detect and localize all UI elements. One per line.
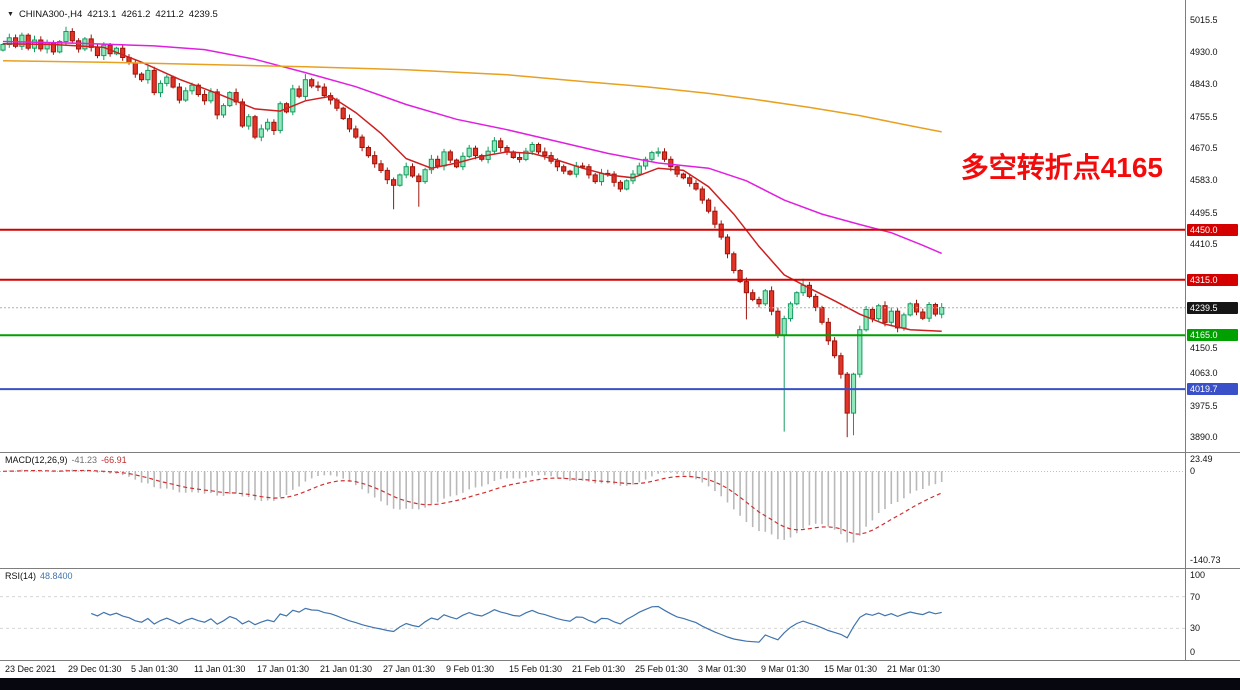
price-axis-label: 4063.0 bbox=[1190, 368, 1218, 378]
rsi-label: RSI(14) bbox=[5, 571, 37, 581]
macd-axis-label: 23.49 bbox=[1190, 454, 1213, 464]
time-axis: 23 Dec 2021 29 Dec 01:30 5 Jan 01:30 11 Jan… bbox=[0, 661, 1240, 678]
macd-header: MACD(12,26,9) -41.23 -66.91 bbox=[5, 455, 131, 465]
ma-fast-line bbox=[2, 42, 942, 332]
price-tag-4315.0[interactable]: 4315.0 bbox=[1187, 274, 1238, 286]
macd-signal-line bbox=[2, 469, 942, 535]
price-tag-4165.0[interactable]: 4165.0 bbox=[1187, 329, 1238, 341]
time-axis-label: 11 Jan 01:30 bbox=[194, 664, 246, 674]
price-tag-4239.5[interactable]: 4239.5 bbox=[1187, 302, 1238, 314]
rsi-header: RSI(14) 48.8400 bbox=[5, 571, 77, 581]
time-axis-label: 9 Feb 01:30 bbox=[446, 664, 495, 674]
time-axis-label: 5 Jan 01:30 bbox=[131, 664, 179, 674]
symbol-dropdown-icon[interactable]: ▼ bbox=[7, 11, 14, 18]
price-axis-label: 4755.5 bbox=[1190, 112, 1218, 122]
ma-slow-line bbox=[2, 60, 942, 133]
price-axis: 5015.5 4930.0 4843.0 4755.5 4670.5 4583.0 4495… bbox=[1185, 0, 1240, 452]
rsi-axis-label: 100 bbox=[1190, 570, 1206, 580]
time-axis-label: 9 Mar 01:30 bbox=[761, 664, 810, 674]
price-axis-label: 4670.5 bbox=[1190, 143, 1218, 153]
candles-layer bbox=[0, 26, 945, 438]
ohlc-high: 4261.2 bbox=[121, 9, 151, 20]
macd-pane[interactable]: MACD(12,26,9) -41.23 -66.91 23.49 0 -140.73 bbox=[0, 453, 1240, 569]
time-axis-label: 21 Feb 01:30 bbox=[572, 664, 626, 674]
candlestick-chart[interactable] bbox=[0, 0, 1185, 452]
rsi-value: 48.8400 bbox=[40, 571, 73, 581]
price-axis-label: 4150.5 bbox=[1190, 343, 1218, 353]
price-axis-label: 3890.0 bbox=[1190, 432, 1218, 442]
rsi-axis-label: 30 bbox=[1190, 623, 1201, 633]
price-axis-label: 3975.5 bbox=[1190, 401, 1218, 411]
chart-header: ▼ CHINA300-,H4 4213.1 4261.2 4211.2 4239.5 bbox=[7, 9, 223, 20]
price-axis-label: 4930.0 bbox=[1190, 47, 1218, 57]
macd-chart[interactable] bbox=[0, 453, 1185, 568]
macd-label: MACD(12,26,9) bbox=[5, 455, 68, 465]
ohlc-low: 4211.2 bbox=[155, 9, 184, 20]
price-axis-label: 4843.0 bbox=[1190, 79, 1218, 89]
price-axis-label: 5015.5 bbox=[1190, 15, 1218, 25]
macd-axis: 23.49 0 -140.73 bbox=[1185, 453, 1240, 568]
horizontal-lines-layer[interactable] bbox=[0, 228, 1185, 391]
rsi-chart[interactable] bbox=[0, 569, 1185, 660]
macd-signal-value: -66.91 bbox=[101, 455, 127, 465]
price-axis-label: 4495.5 bbox=[1190, 208, 1218, 218]
moving-averages-layer bbox=[2, 40, 942, 332]
time-axis-label: 17 Jan 01:30 bbox=[257, 664, 310, 674]
symbol-timeframe: CHINA300-,H4 bbox=[18, 9, 83, 20]
time-axis-label: 21 Mar 01:30 bbox=[887, 664, 941, 674]
price-chart-pane[interactable]: ▼ CHINA300-,H4 4213.1 4261.2 4211.2 4239.5 多空… bbox=[0, 0, 1240, 453]
ma-mid-line bbox=[2, 40, 942, 255]
macd-histogram bbox=[8, 469, 943, 543]
price-axis-label: 4410.5 bbox=[1190, 239, 1218, 249]
time-axis-label: 27 Jan 01:30 bbox=[383, 664, 436, 674]
price-tag-4450.0[interactable]: 4450.0 bbox=[1187, 224, 1238, 236]
macd-axis-label: 0 bbox=[1190, 466, 1196, 476]
ohlc-close: 4239.5 bbox=[188, 9, 218, 20]
time-axis-label: 21 Jan 01:30 bbox=[320, 664, 373, 674]
rsi-axis-label: 70 bbox=[1190, 592, 1201, 602]
ohlc-open: 4213.1 bbox=[87, 9, 117, 20]
rsi-axis: 100 70 30 0 bbox=[1185, 569, 1240, 660]
rsi-line bbox=[90, 605, 942, 643]
time-axis-label: 3 Mar 01:30 bbox=[698, 664, 747, 674]
rsi-axis-label: 0 bbox=[1190, 647, 1196, 657]
time-axis-label: 15 Mar 01:30 bbox=[824, 664, 878, 674]
macd-axis-label: -140.73 bbox=[1190, 555, 1221, 565]
time-axis-label: 25 Feb 01:30 bbox=[635, 664, 689, 674]
time-axis-label: 29 Dec 01:30 bbox=[68, 664, 122, 674]
bottom-bar bbox=[0, 678, 1240, 690]
time-axis-label: 15 Feb 01:30 bbox=[509, 664, 563, 674]
price-tag-4019.7[interactable]: 4019.7 bbox=[1187, 383, 1238, 395]
time-axis-label: 23 Dec 2021 bbox=[5, 664, 57, 674]
rsi-pane[interactable]: RSI(14) 48.8400 100 70 30 0 bbox=[0, 569, 1240, 661]
macd-main-value: -41.23 bbox=[71, 455, 98, 465]
price-axis-label: 4583.0 bbox=[1190, 175, 1218, 185]
annotation-text[interactable]: 多空转折点4165 bbox=[960, 152, 1163, 183]
